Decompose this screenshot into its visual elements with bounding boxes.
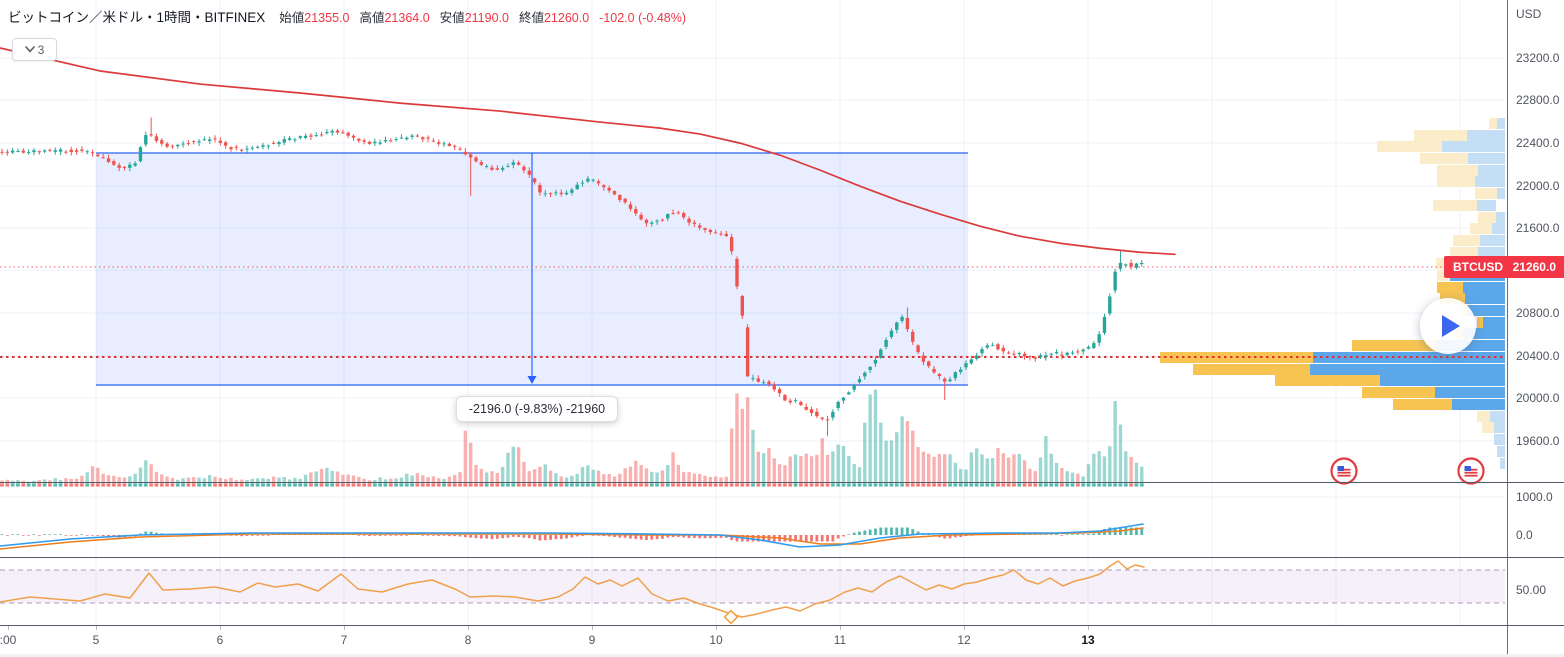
diamond-event-icon[interactable] — [723, 609, 739, 625]
rsi-layer — [0, 560, 1505, 618]
grid-layer — [0, 0, 1505, 625]
low-value: 21190.0 — [464, 11, 509, 25]
macd-main-line — [0, 523, 1144, 548]
trend-strip-layer — [0, 483, 1144, 487]
macd-signal-line — [0, 527, 1144, 550]
time-tick-mark — [592, 626, 593, 630]
candles-layer — [0, 117, 1144, 437]
price-badge: BTCUSD 21260.0 — [1444, 256, 1564, 278]
time-tick-label: 12 — [957, 633, 971, 647]
time-tick-mark — [840, 626, 841, 630]
low-label: 安値 — [439, 11, 465, 25]
time-tick-label: :00 — [0, 633, 17, 647]
price-tick-label: 22000.0 — [1516, 179, 1560, 193]
time-tick-mark — [96, 626, 97, 630]
time-tick-mark — [964, 626, 965, 630]
event-markers[interactable] — [723, 457, 1485, 625]
price-badge-symbol: BTCUSD — [1453, 260, 1503, 274]
symbol-legend[interactable]: ビットコイン／米ドル・1時間・BITFINEX 始値21355.0 高値2136… — [8, 6, 686, 26]
price-tick-label: 22800.0 — [1516, 93, 1560, 107]
replay-play-button[interactable] — [1420, 298, 1476, 354]
time-tick-mark — [716, 626, 717, 630]
price-tick-label: 20000.0 — [1516, 391, 1560, 405]
us-flag-event-icon[interactable] — [1330, 457, 1358, 485]
time-tick-mark — [468, 626, 469, 630]
time-tick-label: 5 — [92, 633, 100, 647]
price-tick-label: 22400.0 — [1516, 136, 1560, 150]
time-tick-label: 11 — [833, 633, 847, 647]
price-axis[interactable]: USD 23200.0 22800.0 22400.0 22000.0 21600.0 2… — [1507, 0, 1564, 625]
measure-drawing[interactable] — [96, 152, 968, 386]
price-tick-label: 21600.0 — [1516, 221, 1560, 235]
ma-line — [0, 47, 1176, 256]
time-tick-label: 6 — [216, 633, 224, 647]
legend-collapse-button[interactable]: 3 — [12, 38, 57, 61]
time-tick-label: 13 — [1081, 633, 1095, 647]
high-label: 高値 — [359, 11, 385, 25]
open-label: 始値 — [279, 11, 305, 25]
open-value: 21355.0 — [304, 11, 350, 25]
time-tick-mark — [220, 626, 221, 630]
price-tick-label: 50.00 — [1516, 583, 1547, 597]
price-tick-label: 20800.0 — [1516, 306, 1560, 320]
hidden-items-count: 3 — [37, 42, 45, 57]
price-tick-label: 20400.0 — [1516, 349, 1560, 363]
time-tick-mark — [344, 626, 345, 630]
currency-label: USD — [1516, 7, 1542, 21]
high-value: 21364.0 — [384, 11, 430, 25]
price-tick-label: 0.0 — [1516, 528, 1533, 542]
measurement-tooltip: -2196.0 (-9.83%) -21960 — [455, 396, 619, 422]
price-axis-border — [1507, 0, 1508, 657]
us-flag-event-icon[interactable] — [1457, 457, 1485, 485]
time-axis[interactable]: :00 5 6 7 8 9 10 11 12 13 — [0, 626, 1564, 657]
time-tick-label: 10 — [709, 633, 723, 647]
time-tick-mark — [1088, 626, 1089, 630]
price-tick-label: 19600.0 — [1516, 434, 1560, 448]
chevron-down-icon — [24, 46, 35, 53]
pane-separator[interactable] — [0, 625, 1564, 626]
close-value: 21260.0 — [543, 11, 590, 25]
volume-profile-layer — [1160, 118, 1505, 469]
time-tick-label: 9 — [588, 633, 596, 647]
play-icon — [1441, 315, 1460, 337]
pane-separator[interactable] — [0, 557, 1564, 558]
time-axis-bottom-strip — [0, 654, 1564, 657]
price-badge-value: 21260.0 — [1512, 260, 1556, 274]
time-tick-label: 8 — [464, 633, 472, 647]
price-tick-label: 1000.0 — [1516, 490, 1553, 504]
pane-separator[interactable] — [0, 482, 1564, 483]
price-tick-label: 23200.0 — [1516, 51, 1560, 65]
time-tick-mark — [8, 626, 9, 630]
symbol-title: ビットコイン／米ドル・1時間・BITFINEX — [8, 10, 266, 25]
close-label: 終値 — [518, 11, 544, 25]
time-tick-label: 7 — [340, 633, 348, 647]
change-value: -102.0 (-0.48%) — [599, 11, 687, 25]
